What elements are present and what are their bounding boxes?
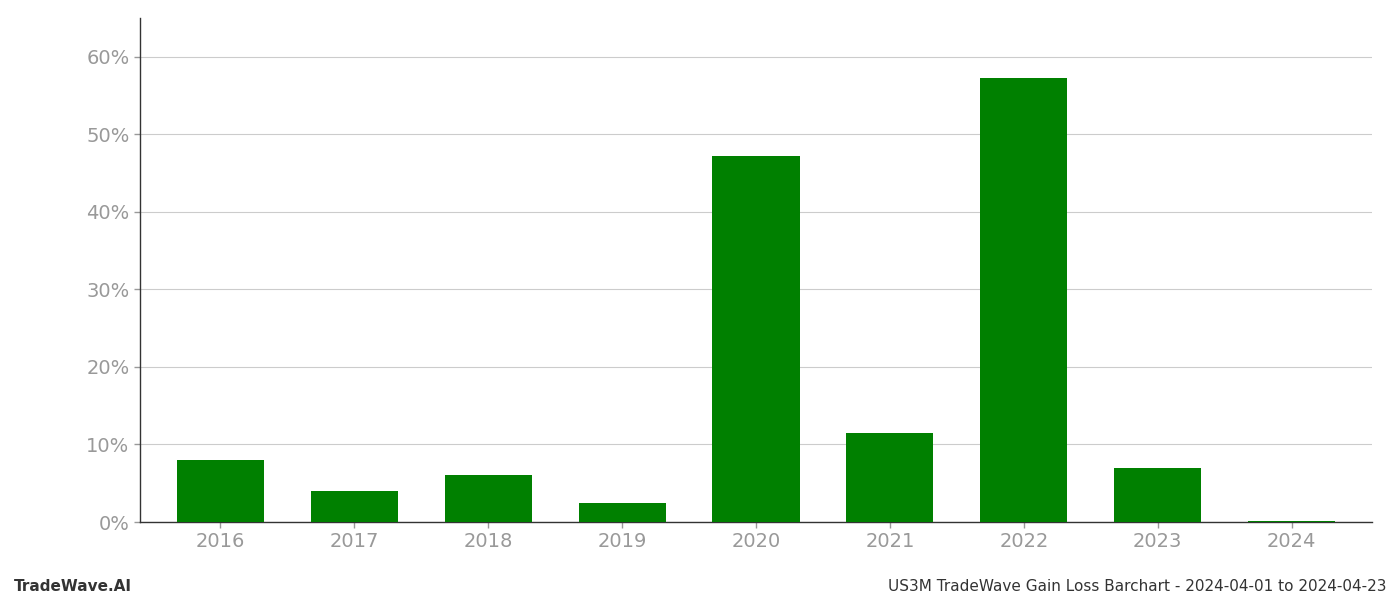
Bar <box>176 460 263 522</box>
Bar <box>578 503 665 522</box>
Bar <box>713 156 799 522</box>
Bar <box>311 491 398 522</box>
Bar <box>445 475 532 522</box>
Bar <box>980 79 1067 522</box>
Text: US3M TradeWave Gain Loss Barchart - 2024-04-01 to 2024-04-23: US3M TradeWave Gain Loss Barchart - 2024… <box>888 579 1386 594</box>
Bar <box>847 433 934 522</box>
Bar <box>1249 521 1336 522</box>
Bar <box>1114 468 1201 522</box>
Text: TradeWave.AI: TradeWave.AI <box>14 579 132 594</box>
